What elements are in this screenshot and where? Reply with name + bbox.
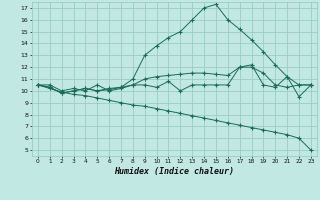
- X-axis label: Humidex (Indice chaleur): Humidex (Indice chaleur): [115, 167, 234, 176]
